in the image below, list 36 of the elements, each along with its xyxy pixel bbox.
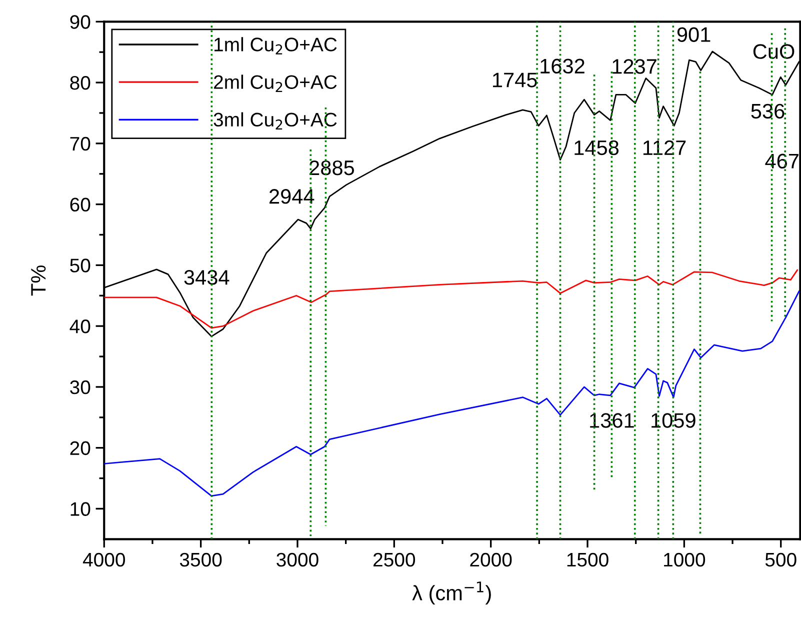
annotation: 1745 — [493, 72, 537, 88]
annotation: 1458 — [574, 140, 619, 156]
y-tick-label: 80 — [70, 76, 90, 90]
x-tick-label: 3000 — [276, 552, 318, 567]
annotation: 1237 — [612, 59, 656, 74]
annotation: 1059 — [652, 413, 696, 428]
legend-label: 2ml Cu$_{2}$O+AC — [214, 74, 337, 92]
line-series — [104, 290, 800, 497]
y-tick-label: 90 — [70, 15, 90, 29]
x-tick-label: 4000 — [82, 552, 125, 567]
annotation: 1361 — [590, 413, 634, 428]
y-tick-label: 10 — [70, 502, 90, 516]
annotation: 536 — [751, 104, 784, 119]
y-tick-label: 70 — [70, 136, 90, 151]
x-tick-label: 2000 — [470, 552, 512, 567]
legend-label: 1ml Cu$_{2}$O+AC — [214, 37, 337, 54]
y-tick-label: 50 — [70, 258, 90, 272]
x-axis-title: λ (cm$^{−1}$) — [412, 582, 491, 604]
y-tick-label: 40 — [70, 320, 90, 334]
annotation: 901 — [677, 27, 710, 42]
y-axis-title: T% — [31, 266, 46, 296]
y-tick-label: 20 — [70, 441, 90, 456]
annotation: 3434 — [184, 270, 230, 285]
annotation: 2885 — [310, 160, 354, 176]
x-tick-label: 1500 — [567, 552, 608, 567]
annotation: 2944 — [270, 189, 314, 204]
line-series — [104, 269, 798, 329]
x-tick-label: 3500 — [180, 552, 222, 567]
legend-label: 3ml Cu$_{2}$O+AC — [214, 112, 337, 130]
y-tick-label: 60 — [70, 198, 90, 212]
annotation: 1632 — [540, 58, 584, 74]
x-tick-label: 2500 — [374, 552, 416, 567]
y-tick-label: 30 — [70, 380, 90, 394]
x-tick-label: 1000 — [664, 552, 706, 567]
x-tick-label: 500 — [765, 552, 796, 567]
annotation: CuO — [753, 44, 794, 59]
